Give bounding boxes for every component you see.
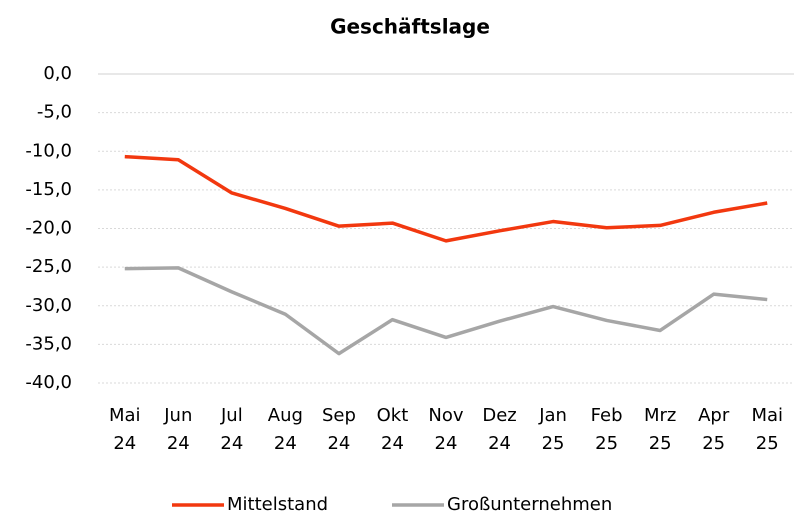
y-tick-label: -30,0 [25, 295, 72, 316]
x-tick-label: Feb 25 [590, 405, 623, 454]
x-tick-label: Mai 25 [751, 405, 783, 454]
x-tick-label: Sep 24 [321, 405, 356, 454]
x-tick-label: Jul 24 [220, 405, 244, 454]
series-line [124, 154, 768, 243]
x-tick-label: Aug 24 [267, 405, 303, 454]
chart-title: Geschäftslage [330, 15, 490, 39]
y-tick-label: -40,0 [25, 372, 72, 393]
x-tick-label: Mai 24 [108, 405, 141, 454]
y-tick-label: 0,0 [43, 63, 72, 84]
series-line [124, 266, 768, 356]
x-tick-label: Mrz 25 [643, 405, 677, 454]
x-tick-label: Dez 24 [482, 405, 517, 454]
legend-label: Mittelstand [227, 494, 328, 515]
y-tick-label: -20,0 [25, 218, 72, 239]
x-tick-label: Jan 25 [539, 405, 567, 454]
x-tick-label: Apr 25 [698, 405, 730, 454]
y-tick-label: -25,0 [25, 256, 72, 277]
x-tick-label: Okt 24 [376, 405, 409, 454]
y-tick-label: -5,0 [37, 102, 72, 123]
y-tick-label: -35,0 [25, 333, 72, 354]
legend-label: Großunternehmen [447, 494, 612, 515]
x-tick-label: Nov 24 [428, 405, 464, 454]
y-tick-label: -15,0 [25, 179, 72, 200]
y-tick-label: -10,0 [25, 140, 72, 161]
x-tick-label: Jun 24 [164, 405, 193, 454]
